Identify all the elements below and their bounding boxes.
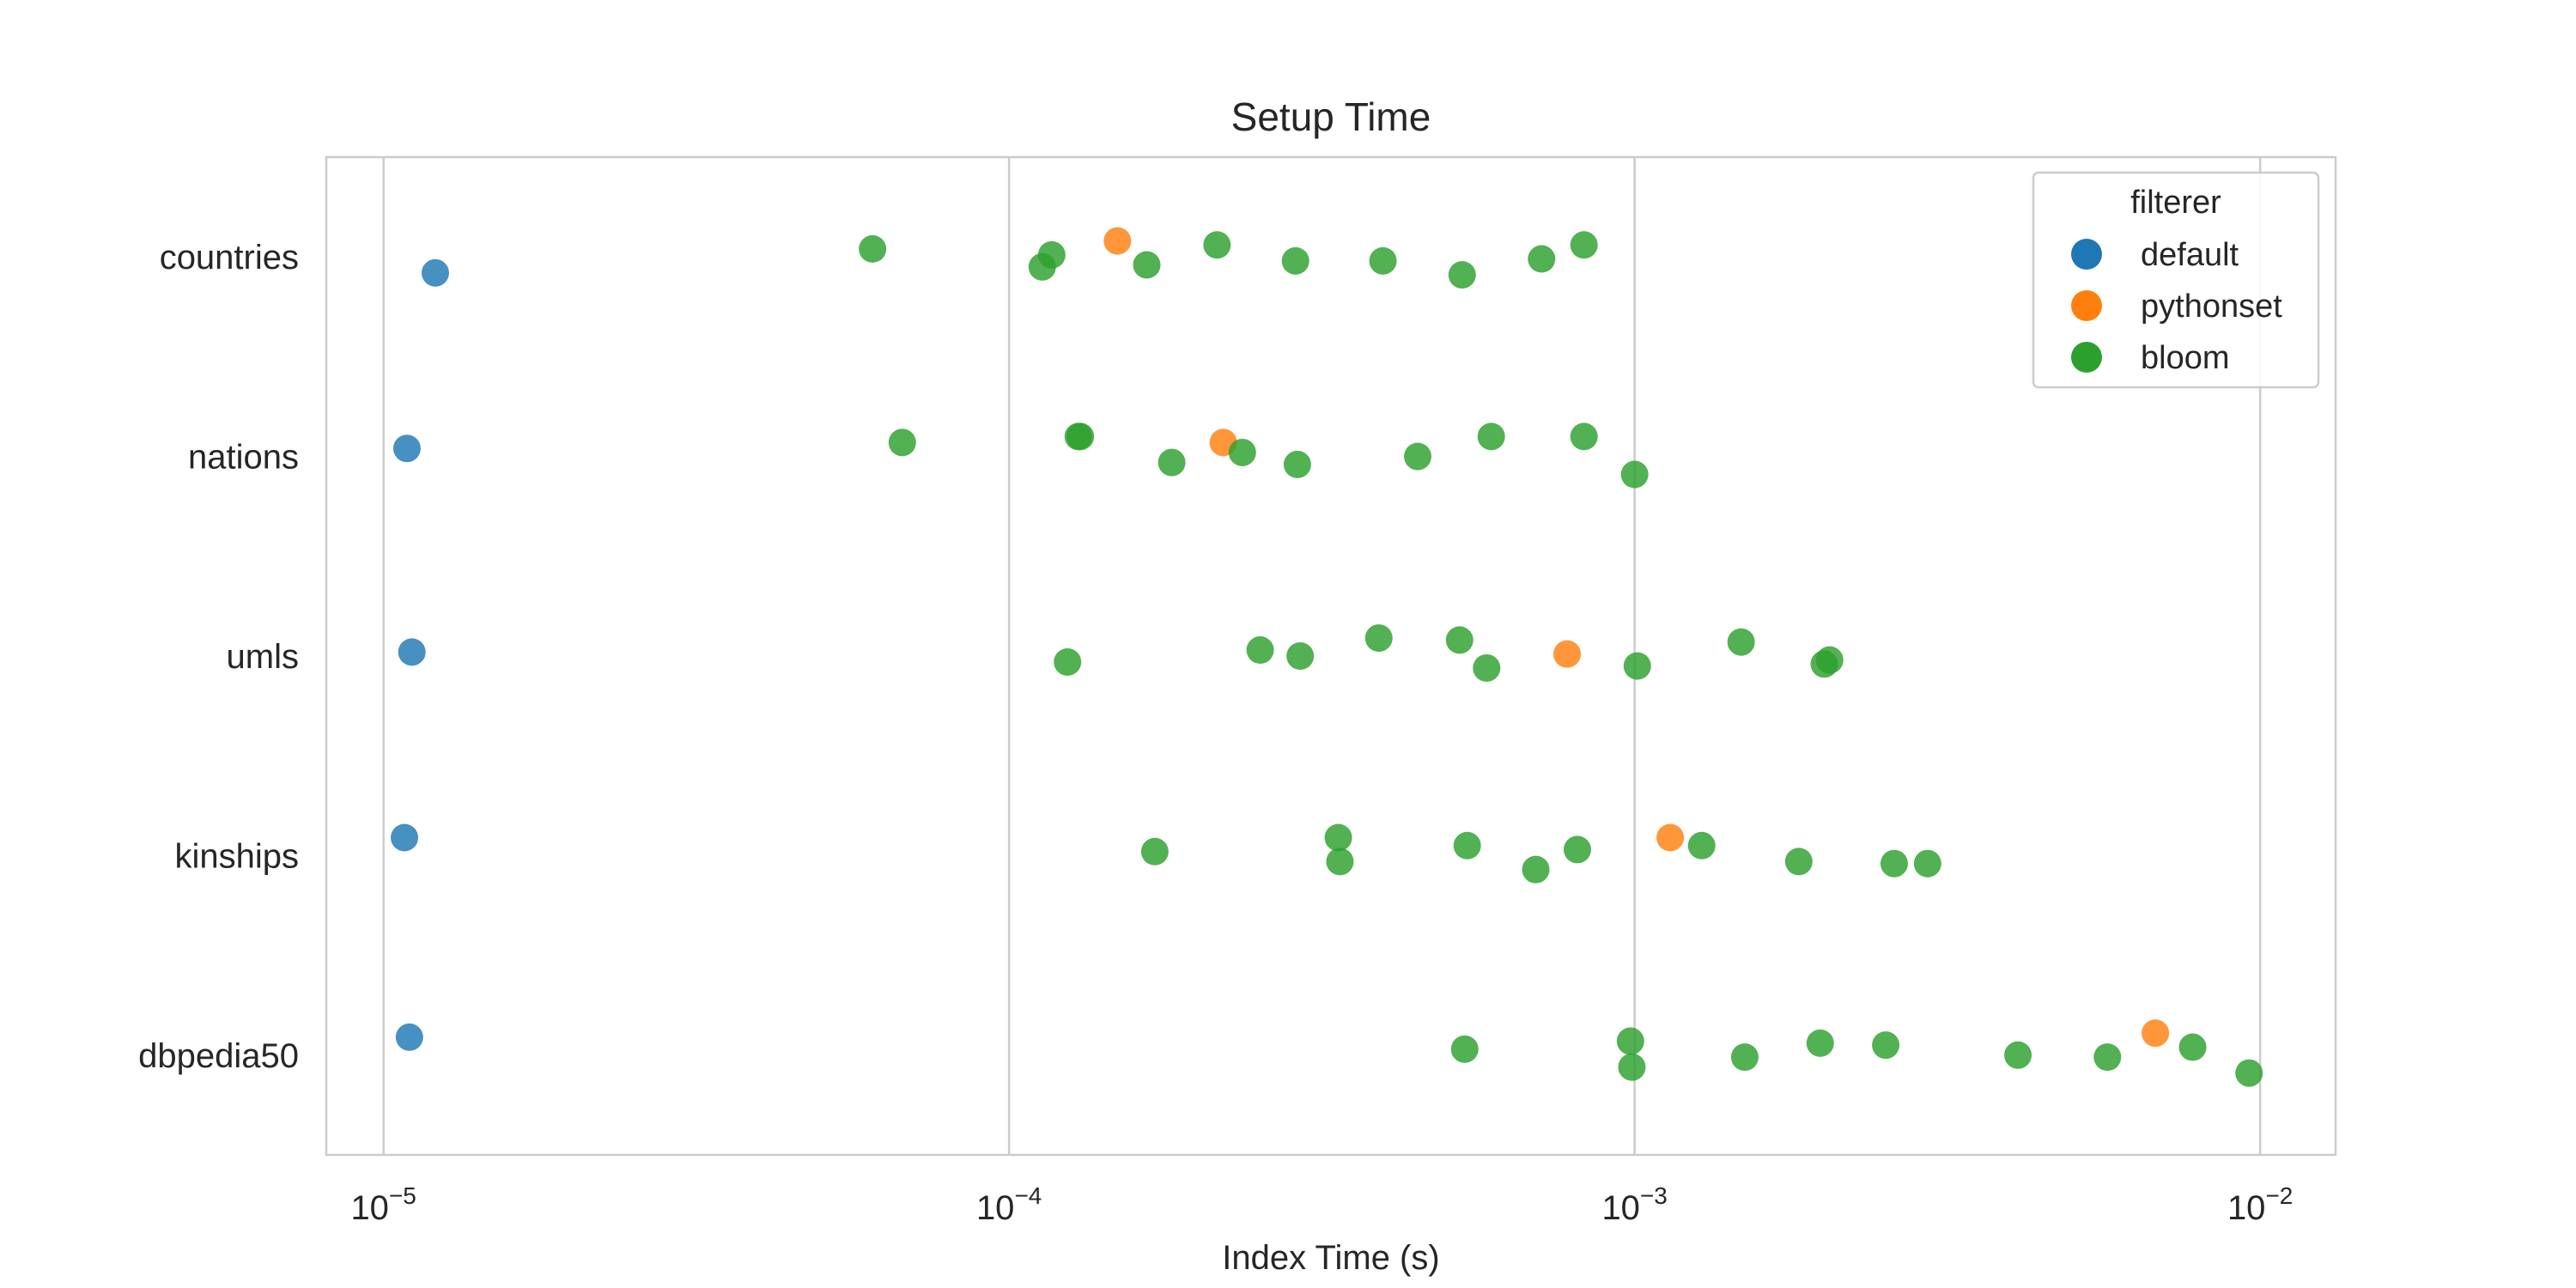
legend: filterer default pythonset bloom — [2032, 171, 2320, 389]
point-bloom-countries — [1133, 251, 1161, 279]
legend-label-bloom: bloom — [2141, 340, 2230, 376]
legend-marker-default — [2071, 239, 2102, 270]
point-bloom-nations — [1157, 448, 1186, 477]
legend-title: filterer — [2130, 185, 2221, 221]
point-bloom-dbpedia50 — [1806, 1029, 1834, 1057]
point-bloom-umls — [1286, 642, 1315, 670]
point-bloom-countries — [859, 234, 887, 263]
legend-marker-bloom — [2071, 342, 2102, 373]
x-tick-base: 10 — [2227, 1189, 2266, 1227]
category-labels: countries nations umls kinships dbpedia50 — [138, 239, 299, 1075]
point-bloom-nations — [1283, 450, 1311, 478]
legend-label-default: default — [2141, 237, 2239, 273]
x-tick-label: 10−4 — [976, 1182, 1042, 1227]
point-bloom-nations — [888, 428, 916, 457]
point-bloom-umls — [1364, 624, 1393, 653]
point-default-countries — [421, 258, 449, 287]
point-bloom-umls — [1727, 628, 1755, 656]
point-bloom-countries — [1448, 261, 1476, 289]
point-bloom-countries — [1203, 231, 1231, 259]
point-bloom-umls — [1246, 636, 1274, 665]
point-default-nations — [392, 434, 421, 463]
category-label-nations: nations — [188, 439, 299, 477]
point-bloom-dbpedia50 — [1618, 1053, 1646, 1081]
point-bloom-kinships — [1140, 837, 1169, 866]
point-bloom-kinships — [1326, 848, 1354, 876]
point-bloom-kinships — [1453, 831, 1481, 860]
x-tick-base: 10 — [976, 1189, 1015, 1227]
point-default-dbpedia50 — [395, 1023, 423, 1051]
legend-marker-pythonset — [2071, 290, 2102, 321]
point-bloom-umls — [1054, 647, 1082, 676]
point-bloom-dbpedia50 — [1616, 1027, 1644, 1055]
point-bloom-nations — [1477, 422, 1505, 451]
point-bloom-umls — [1445, 626, 1473, 654]
legend-box — [2032, 171, 2320, 389]
point-bloom-kinships — [1324, 823, 1352, 852]
point-bloom-dbpedia50 — [1872, 1031, 1900, 1060]
point-bloom-umls — [1815, 646, 1844, 674]
point-bloom-dbpedia50 — [1450, 1035, 1479, 1063]
point-bloom-kinships — [1880, 849, 1908, 878]
point-bloom-nations — [1620, 460, 1649, 489]
category-label-umls: umls — [227, 638, 299, 676]
point-bloom-nations — [1570, 422, 1598, 451]
x-tick-exponent: −3 — [1640, 1182, 1668, 1209]
x-tick-base: 10 — [1601, 1189, 1640, 1227]
point-default-kinships — [391, 823, 419, 852]
point-bloom-kinships — [1687, 831, 1716, 860]
point-bloom-nations — [1228, 438, 1256, 466]
plot-frame — [325, 155, 2337, 1157]
point-bloom-kinships — [1784, 848, 1813, 876]
x-tick-exponent: −5 — [389, 1182, 416, 1209]
point-bloom-countries — [1528, 245, 1556, 273]
category-label-countries: countries — [160, 239, 299, 276]
legend-label-pythonset: pythonset — [2141, 289, 2282, 325]
point-pythonset-dbpedia50 — [2142, 1019, 2170, 1048]
point-bloom-umls — [1623, 652, 1651, 680]
x-tick-exponent: −2 — [2265, 1182, 2293, 1209]
x-tick-labels: 10−5 10−4 10−3 10−2 — [350, 1182, 2293, 1227]
point-pythonset-kinships — [1656, 823, 1685, 852]
point-default-umls — [398, 638, 426, 666]
point-bloom-countries — [1369, 246, 1397, 275]
x-axis-label: Index Time (s) — [1222, 1239, 1439, 1277]
point-bloom-kinships — [1913, 849, 1941, 878]
x-tick-label: 10−2 — [2227, 1182, 2293, 1227]
data-points — [391, 227, 2263, 1087]
x-tick-label: 10−5 — [350, 1182, 416, 1227]
point-bloom-dbpedia50 — [2235, 1059, 2263, 1087]
point-pythonset-countries — [1103, 227, 1132, 255]
point-bloom-kinships — [1522, 855, 1550, 884]
point-bloom-kinships — [1563, 835, 1591, 864]
point-pythonset-umls — [1553, 640, 1582, 668]
point-bloom-dbpedia50 — [1730, 1043, 1759, 1072]
chart-title: Setup Time — [1231, 94, 1431, 139]
point-bloom-countries — [1570, 231, 1598, 259]
category-label-dbpedia50: dbpedia50 — [138, 1037, 299, 1075]
point-bloom-countries — [1037, 240, 1066, 269]
category-label-kinships: kinships — [174, 837, 299, 875]
x-tick-base: 10 — [350, 1189, 389, 1227]
point-bloom-nations — [1066, 422, 1095, 451]
point-bloom-countries — [1281, 246, 1309, 275]
point-bloom-nations — [1404, 442, 1432, 471]
point-bloom-dbpedia50 — [2004, 1041, 2032, 1069]
x-tick-exponent: −4 — [1014, 1182, 1042, 1209]
point-bloom-dbpedia50 — [2093, 1043, 2122, 1072]
point-bloom-dbpedia50 — [2178, 1033, 2207, 1061]
point-bloom-umls — [1473, 653, 1501, 682]
x-tick-label: 10−3 — [1601, 1182, 1667, 1227]
legend-entries: default pythonset bloom — [2071, 237, 2282, 376]
